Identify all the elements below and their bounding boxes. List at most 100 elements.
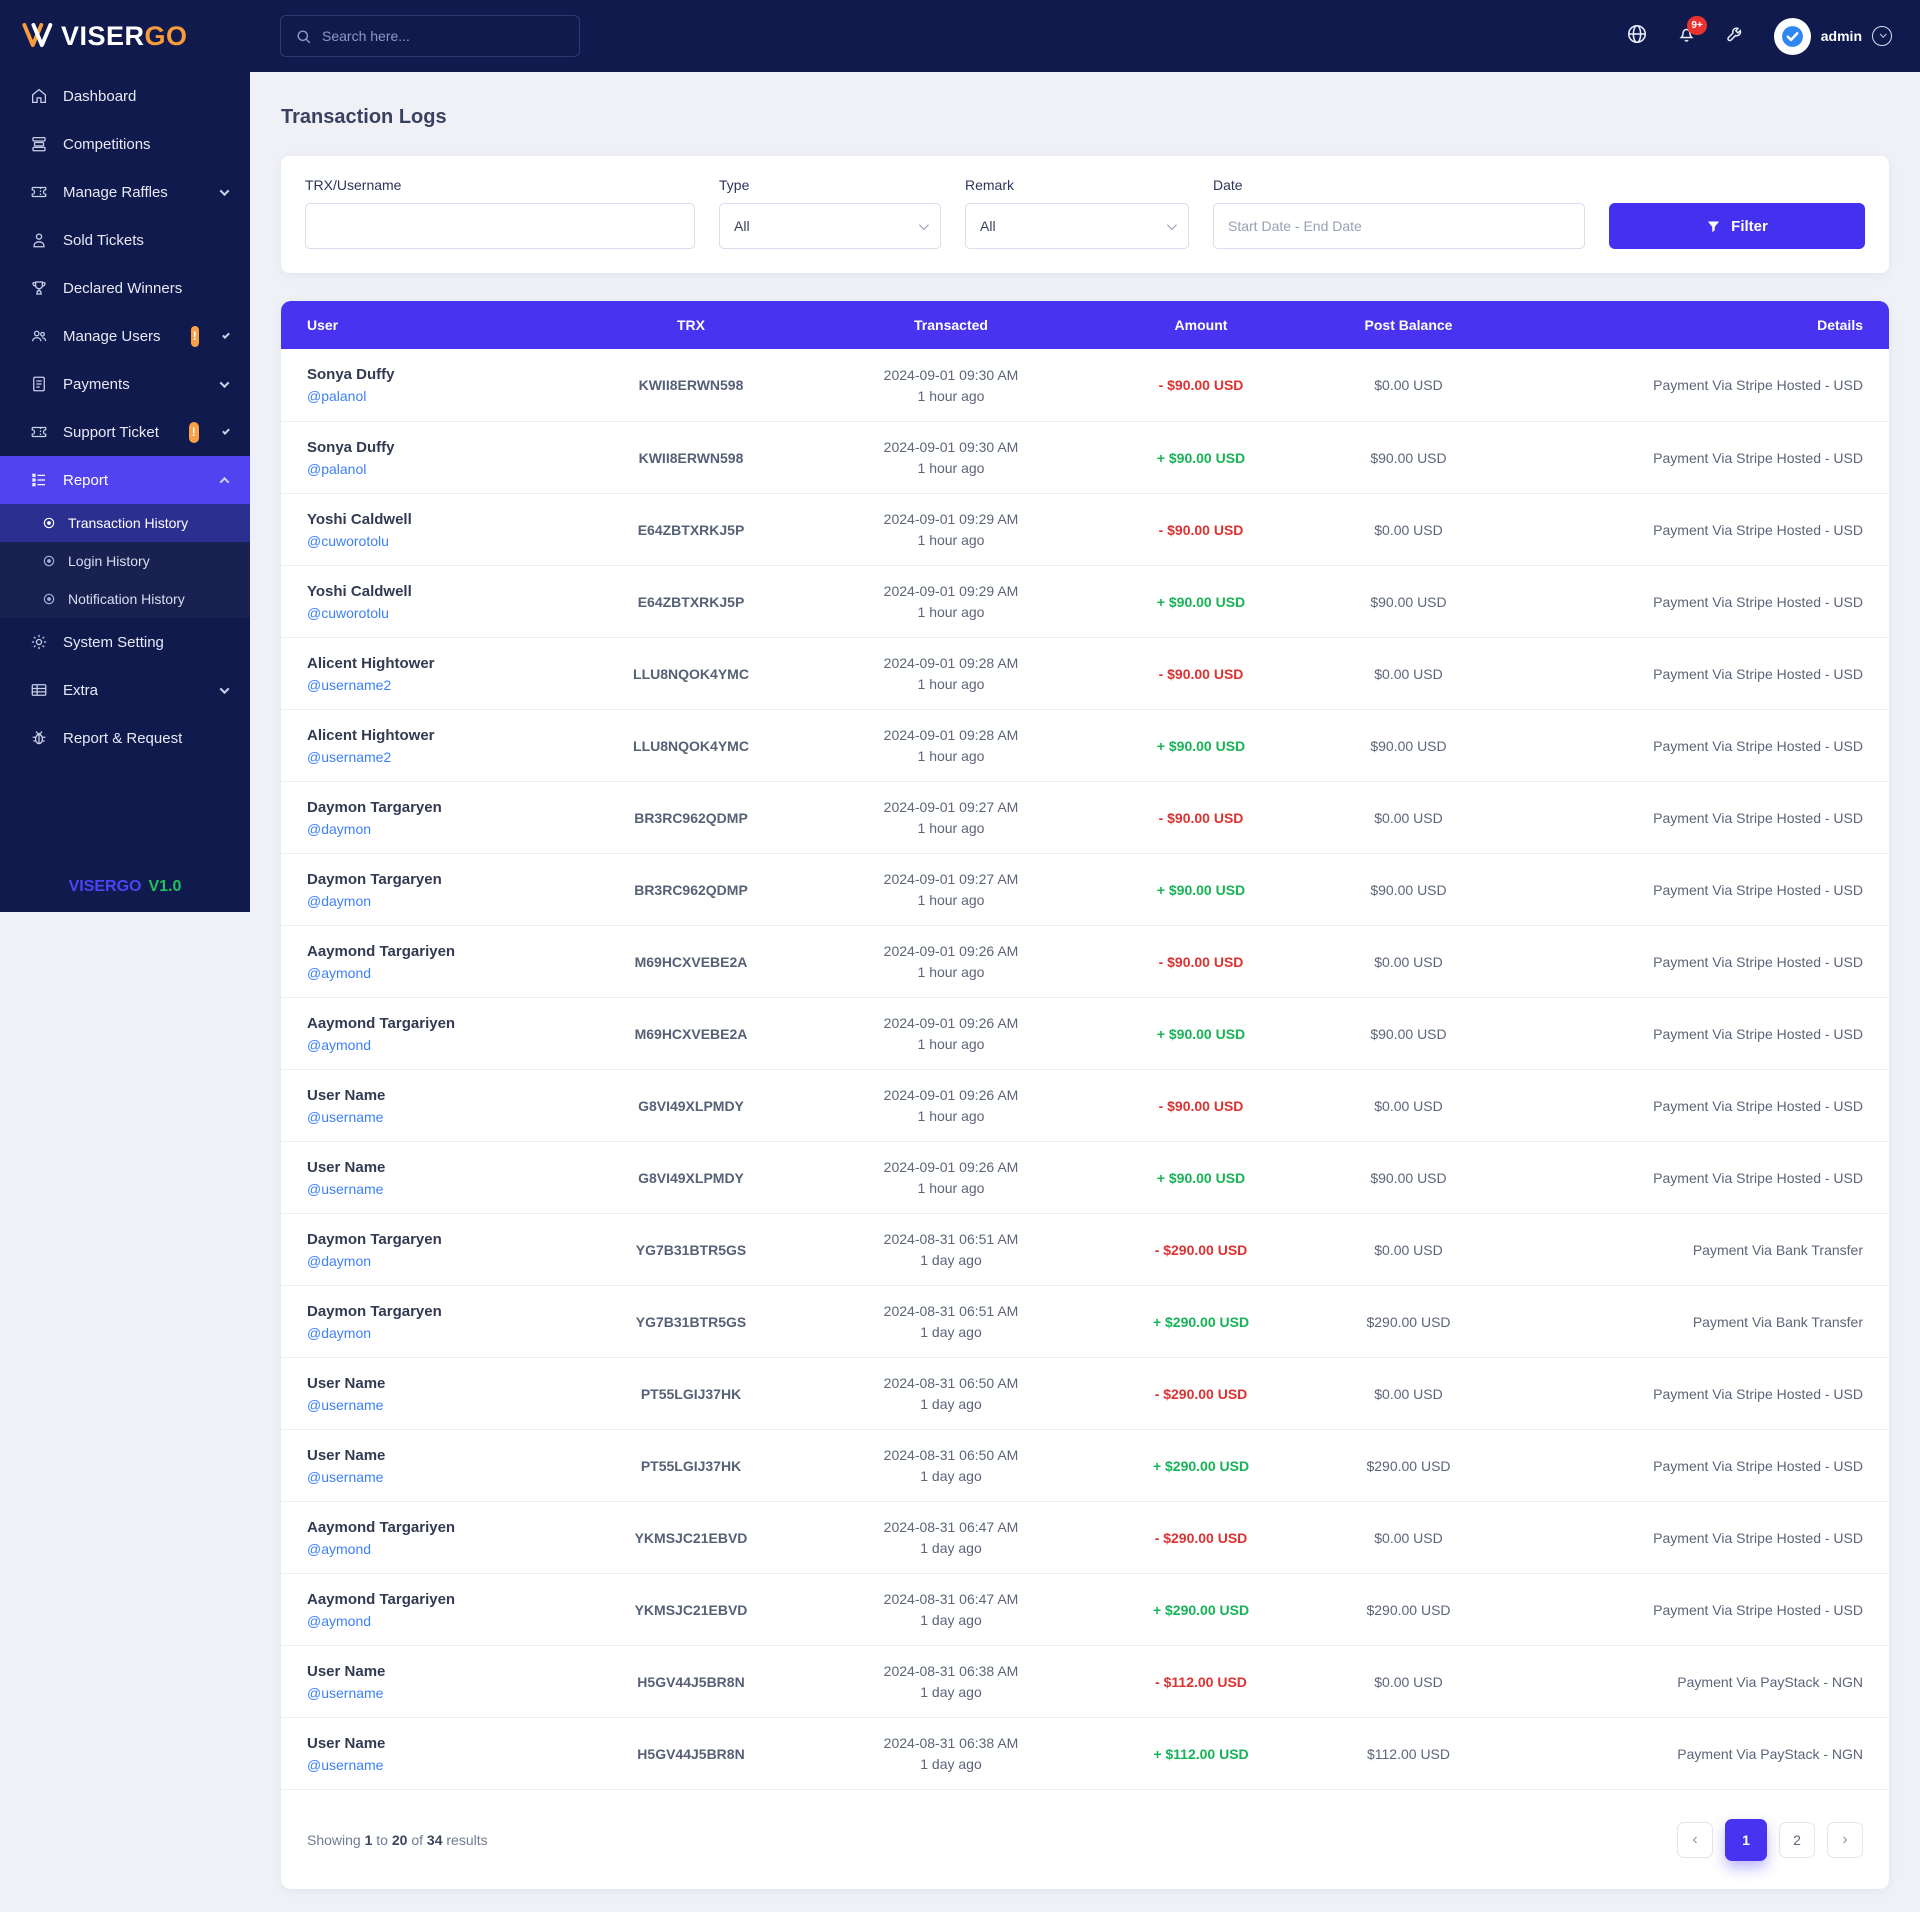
user-fullname: Sonya Duffy	[307, 438, 395, 456]
transacted-datetime: 2024-09-01 09:26 AM	[883, 943, 1019, 959]
trx-username-input[interactable]	[305, 203, 695, 249]
username-link[interactable]: @username2	[307, 676, 392, 693]
sidebar-nav: Dashboard Competitions Manage Raffles Sold …	[0, 72, 250, 762]
transacted-cell: 2024-08-31 06:38 AM 1 day ago	[821, 1735, 1081, 1772]
username-link[interactable]: @palanol	[307, 460, 367, 477]
sidebar-item-report-request[interactable]: Report & Request	[0, 714, 250, 762]
column-header-trx: TRX	[677, 317, 705, 333]
search-input[interactable]	[322, 28, 565, 44]
amount-debit: - $290.00 USD	[1154, 1529, 1248, 1546]
sidebar-item-dashboard[interactable]: Dashboard	[0, 72, 250, 120]
transacted-cell: 2024-09-01 09:30 AM 1 hour ago	[821, 439, 1081, 476]
amount-credit: + $90.00 USD	[1156, 449, 1246, 466]
brand-logo[interactable]: VISERGO	[0, 21, 250, 52]
username-link[interactable]: @cuworotolu	[307, 532, 389, 549]
username-link[interactable]: @daymon	[307, 892, 372, 909]
user-fullname: User Name	[307, 1446, 386, 1464]
transacted-relative: 1 hour ago	[917, 820, 985, 836]
username-link[interactable]: @username2	[307, 748, 392, 765]
table-row: Daymon Targaryen @daymon BR3RC962QDMP 20…	[281, 781, 1889, 853]
transacted-datetime: 2024-08-31 06:50 AM	[883, 1447, 1019, 1463]
sidebar-item-support-ticket[interactable]: Support Ticket!	[0, 408, 250, 456]
transacted-relative: 1 hour ago	[917, 676, 985, 692]
sidebar-item-label: Payments	[63, 375, 130, 393]
post-balance: $0.00 USD	[1374, 665, 1443, 682]
username-link[interactable]: @aymond	[307, 1540, 372, 1557]
user-fullname: Aaymond Targariyen	[307, 942, 456, 960]
pagination-next-button[interactable]: ›	[1827, 1821, 1863, 1858]
sidebar-item-payments[interactable]: Payments	[0, 360, 250, 408]
sidebar-subitem-notification-history[interactable]: Notification History	[0, 580, 250, 618]
transacted-cell: 2024-09-01 09:27 AM 1 hour ago	[821, 871, 1081, 908]
table-body: Sonya Duffy @palanol KWII8ERWN598 2024-0…	[281, 349, 1889, 1789]
transacted-relative: 1 hour ago	[917, 1180, 985, 1196]
ticket-icon	[30, 183, 48, 201]
transacted-cell: 2024-09-01 09:28 AM 1 hour ago	[821, 655, 1081, 692]
chevron-down-icon	[219, 377, 230, 388]
table-row: User Name @username PT55LGIJ37HK 2024-08…	[281, 1357, 1889, 1429]
transacted-datetime: 2024-08-31 06:51 AM	[883, 1231, 1019, 1247]
username-link[interactable]: @username	[307, 1684, 384, 1701]
pagination: ‹ 1 2 ›	[1677, 1818, 1863, 1861]
amount-debit: - $112.00 USD	[1155, 1673, 1247, 1690]
trx-code: LLU8NQOK4YMC	[633, 737, 749, 754]
language-globe-button[interactable]	[1626, 23, 1648, 50]
user-cell: Aaymond Targariyen @aymond	[281, 943, 561, 981]
table-row: Daymon Targaryen @daymon BR3RC962QDMP 20…	[281, 853, 1889, 925]
username-link[interactable]: @username	[307, 1396, 384, 1413]
global-search	[280, 15, 580, 57]
sidebar-item-competitions[interactable]: Competitions	[0, 120, 250, 168]
users-icon	[30, 327, 48, 345]
sidebar-item-extra[interactable]: Extra	[0, 666, 250, 714]
filter-button[interactable]: Filter	[1609, 203, 1865, 249]
details-text: Payment Via Stripe Hosted - USD	[1653, 1169, 1863, 1186]
username-link[interactable]: @username	[307, 1468, 384, 1485]
transacted-datetime: 2024-08-31 06:50 AM	[883, 1375, 1019, 1391]
admin-menu[interactable]: admin	[1773, 17, 1892, 55]
username-link[interactable]: @aymond	[307, 1612, 372, 1629]
username-link[interactable]: @aymond	[307, 964, 372, 981]
details-text: Payment Via Stripe Hosted - USD	[1653, 449, 1863, 466]
column-header-transacted: Transacted	[914, 317, 988, 333]
results-summary: Showing 1 to 20 of 34 results	[307, 1831, 488, 1848]
notifications-button[interactable]: 9+	[1676, 15, 1707, 50]
username-link[interactable]: @daymon	[307, 1252, 372, 1269]
pagination-page-2-button[interactable]: 2	[1779, 1821, 1815, 1858]
search-icon	[295, 28, 312, 45]
sidebar-item-declared-winners[interactable]: Declared Winners	[0, 264, 250, 312]
sidebar-subitem-transaction-history[interactable]: Transaction History	[0, 504, 250, 542]
transacted-relative: 1 day ago	[920, 1252, 982, 1268]
settings-wrench-button[interactable]	[1725, 23, 1746, 49]
sidebar-item-report[interactable]: Report	[0, 456, 250, 504]
username-link[interactable]: @username	[307, 1108, 384, 1125]
post-balance: $90.00 USD	[1370, 449, 1447, 466]
details-text: Payment Via Stripe Hosted - USD	[1653, 1385, 1863, 1402]
username-link[interactable]: @aymond	[307, 1036, 372, 1053]
username-link[interactable]: @username	[307, 1180, 384, 1197]
sidebar-item-system-setting[interactable]: System Setting	[0, 618, 250, 666]
user-cell: Aaymond Targariyen @aymond	[281, 1591, 561, 1629]
username-link[interactable]: @username	[307, 1756, 384, 1773]
sidebar-subitem-login-history[interactable]: Login History	[0, 542, 250, 580]
user-fullname: Yoshi Caldwell	[307, 582, 412, 600]
trx-code: M69HCXVEBE2A	[634, 953, 748, 970]
transacted-cell: 2024-09-01 09:29 AM 1 hour ago	[821, 511, 1081, 548]
date-range-input[interactable]	[1213, 203, 1585, 249]
chevron-down-icon	[219, 683, 230, 694]
user-fullname: User Name	[307, 1374, 386, 1392]
sidebar-item-sold-tickets[interactable]: Sold Tickets	[0, 216, 250, 264]
transacted-relative: 1 day ago	[920, 1468, 982, 1484]
sidebar-item-manage-users[interactable]: Manage Users!	[0, 312, 250, 360]
pagination-page-1-button[interactable]: 1	[1725, 1818, 1767, 1861]
column-header-amount: Amount	[1174, 317, 1228, 333]
sidebar-item-manage-raffles[interactable]: Manage Raffles	[0, 168, 250, 216]
trx-code: LLU8NQOK4YMC	[633, 665, 749, 682]
remark-select[interactable]: All	[965, 203, 1189, 249]
username-link[interactable]: @palanol	[307, 388, 367, 404]
username-link[interactable]: @cuworotolu	[307, 604, 389, 621]
username-link[interactable]: @daymon	[307, 820, 372, 837]
amount-credit: + $90.00 USD	[1156, 1025, 1246, 1042]
type-select[interactable]: All	[719, 203, 941, 249]
username-link[interactable]: @daymon	[307, 1324, 372, 1341]
pagination-prev-button[interactable]: ‹	[1677, 1821, 1713, 1858]
